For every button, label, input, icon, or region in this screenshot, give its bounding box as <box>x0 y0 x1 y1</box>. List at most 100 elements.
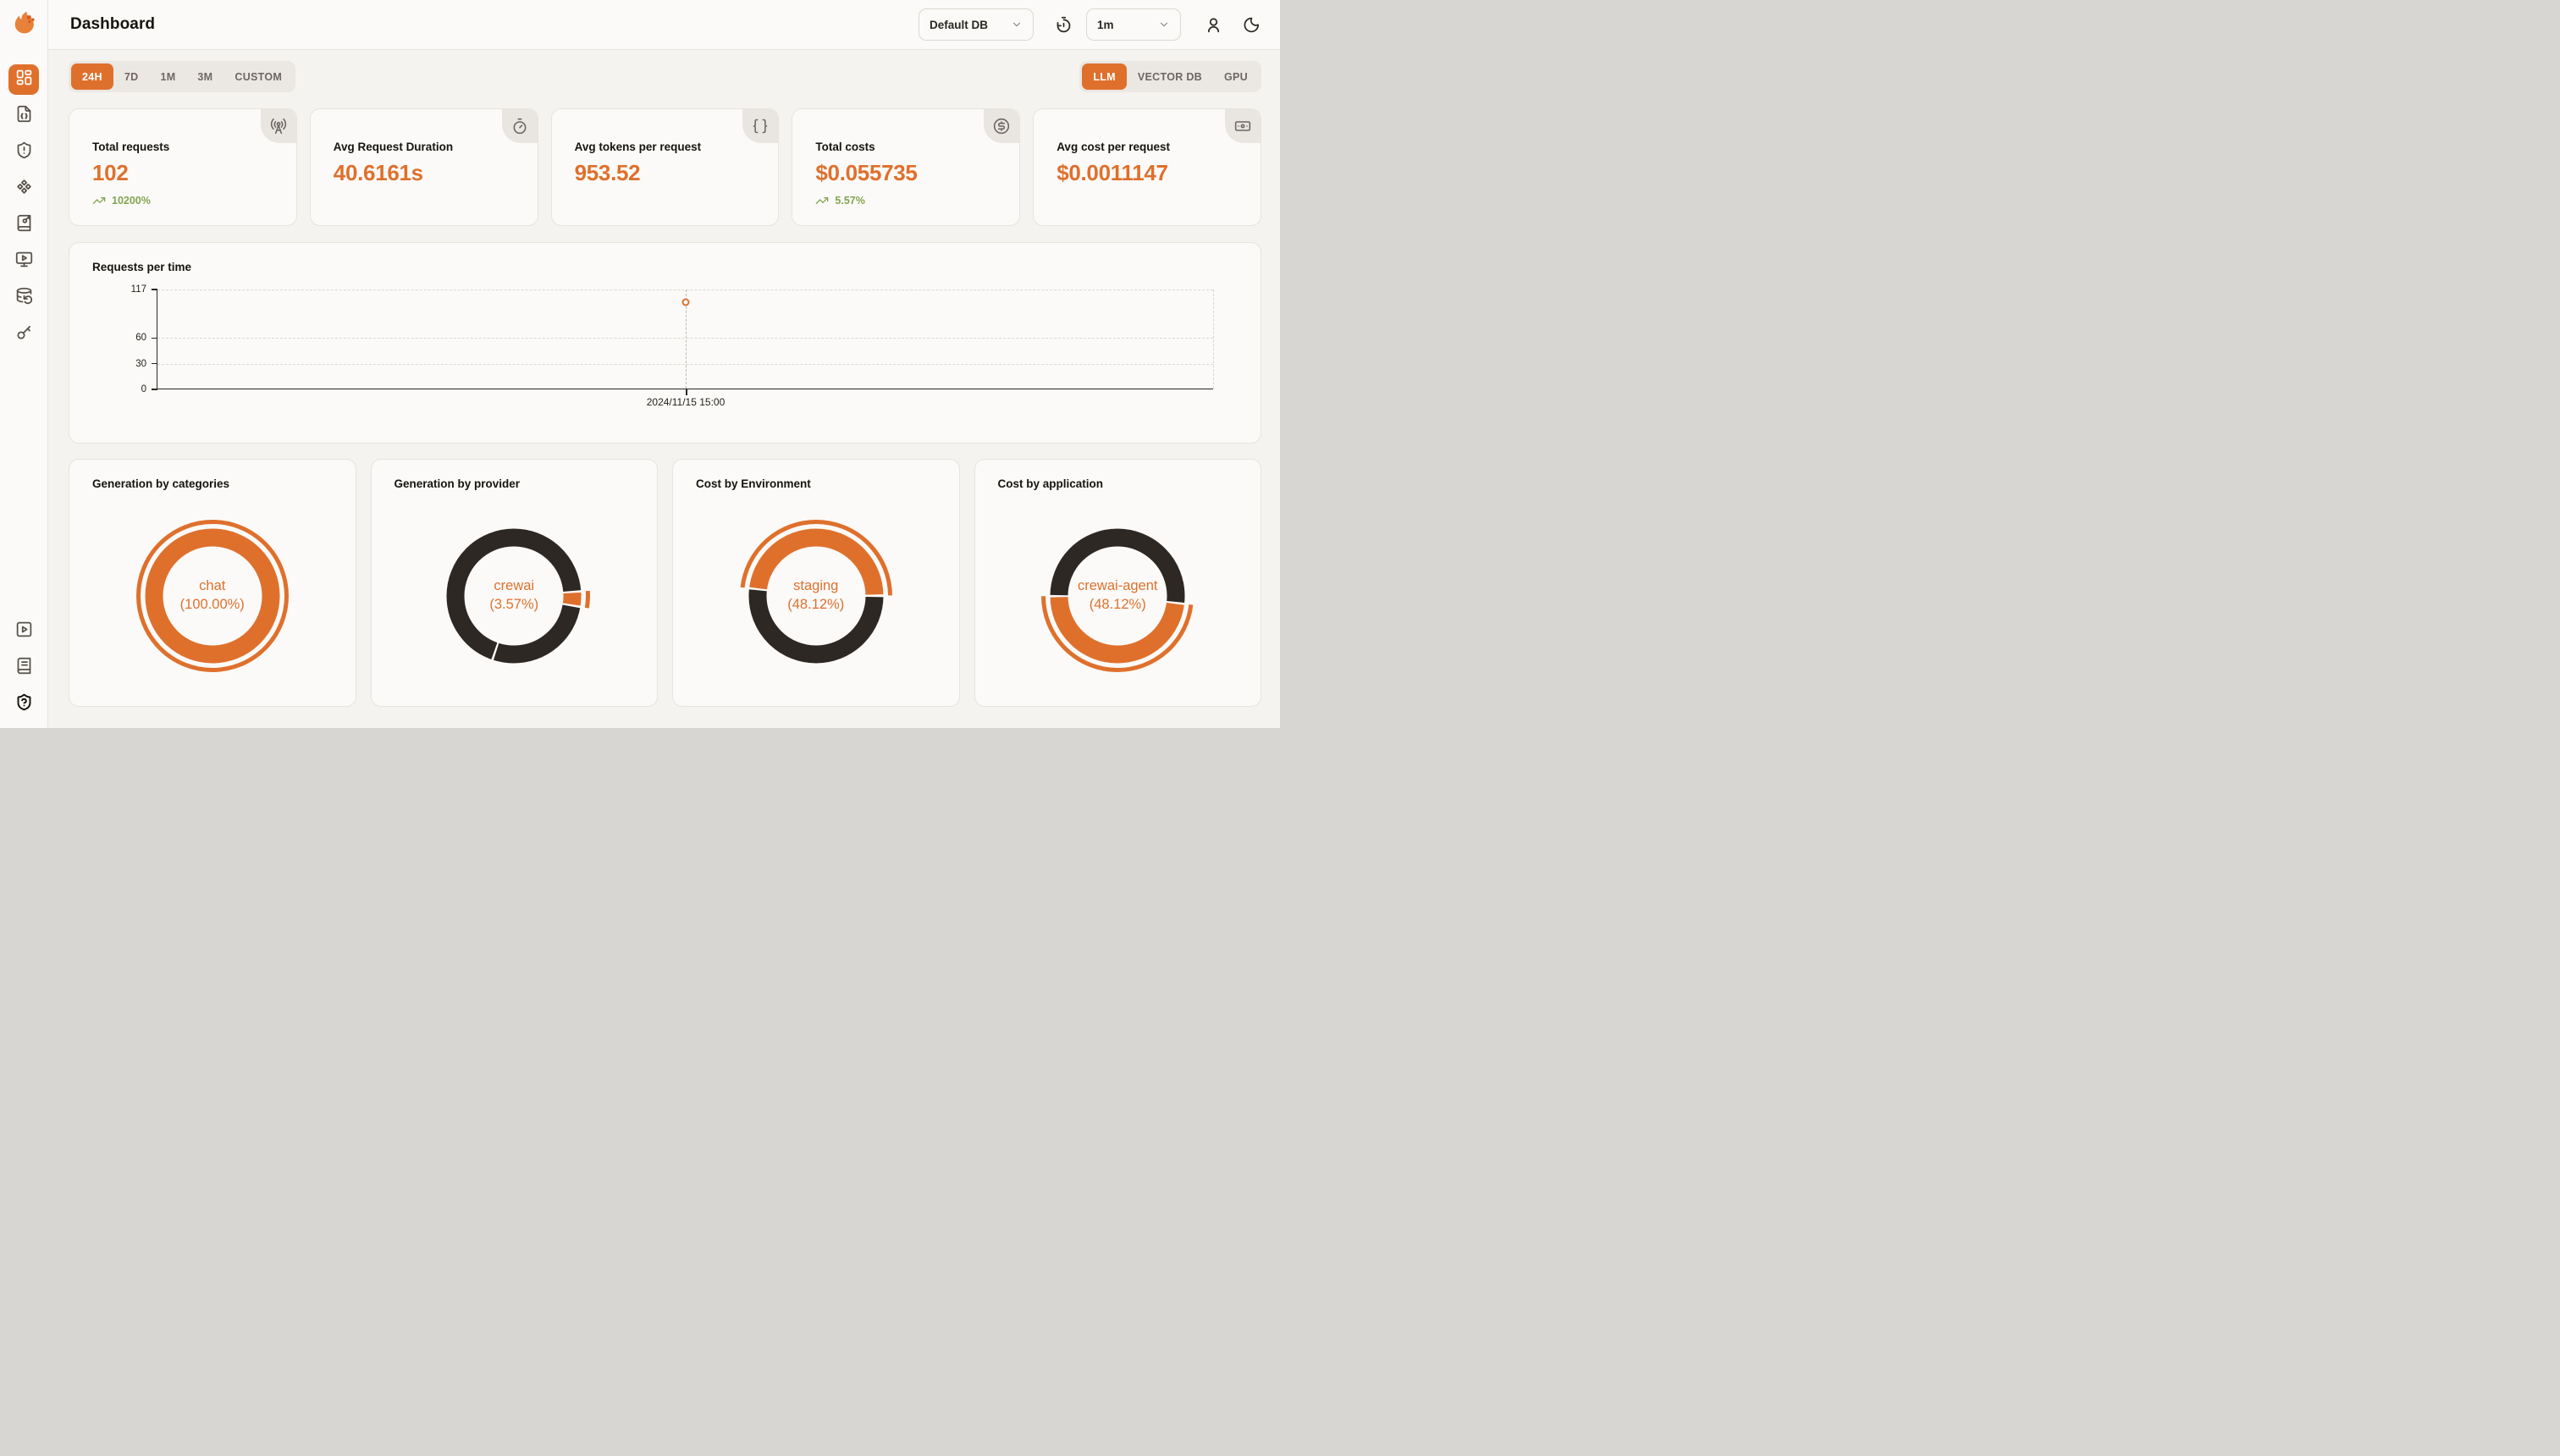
tab-7d[interactable]: 7D <box>113 63 150 90</box>
file-code-icon <box>15 105 33 127</box>
timer-reset-icon <box>1055 16 1073 34</box>
database-select[interactable]: Default DB <box>919 8 1034 41</box>
donut-cards-row: Generation by categories chat (100.00%) … <box>69 459 1261 707</box>
sidebar-item-component[interactable] <box>8 174 39 204</box>
time-range-tabs: 24H 7D 1M 3M CUSTOM <box>69 61 296 92</box>
sidebar-item-layout-dashboard[interactable] <box>8 64 39 95</box>
requests-line-chart: 0 30 60 117 2024/11/15 15:00 <box>131 284 1214 408</box>
stat-card-corner-badge <box>742 109 779 143</box>
trending-up-icon <box>92 194 106 207</box>
donut-chart-chat[interactable] <box>135 520 289 672</box>
chevron-down-icon <box>1158 19 1170 30</box>
book-text-icon <box>15 657 33 679</box>
stat-card-avg-cost-per-request: Avg cost per request $0.0011147 <box>1033 108 1261 226</box>
sidebar-item-file-code[interactable] <box>8 101 39 131</box>
shield-question-icon <box>15 693 33 715</box>
chevron-down-icon <box>1011 19 1023 30</box>
stat-title: Avg Request Duration <box>333 141 454 153</box>
monitor-play-icon <box>15 251 33 273</box>
x-axis-label: 2024/11/15 15:00 <box>646 396 726 408</box>
donut-card-generation-by-provider: Generation by provider crewai (3.57%) <box>370 459 658 707</box>
sidebar-bottom-nav <box>0 617 47 719</box>
y-axis-label: 117 <box>130 284 146 295</box>
sidebar-nav <box>0 64 47 350</box>
timer-reset-button[interactable] <box>1053 14 1073 35</box>
braces-icon <box>752 118 769 135</box>
stat-trend: 5.57% <box>835 195 865 207</box>
component-icon <box>15 178 33 200</box>
square-play-icon <box>15 620 33 643</box>
stat-card-total-requests: Total requests 102 10200% <box>69 108 297 226</box>
stat-card-avg-tokens-per-request: Avg tokens per request 953.52 <box>550 108 780 226</box>
stat-card-corner-badge <box>501 109 538 143</box>
tab-custom[interactable]: CUSTOM <box>223 63 293 90</box>
sidebar-item-monitor-play[interactable] <box>8 246 39 277</box>
gridline-y-60 <box>157 338 1213 339</box>
user-button[interactable] <box>1203 14 1223 35</box>
database-backup-icon <box>15 287 33 309</box>
donut-title: Cost by Environment <box>696 477 811 490</box>
sidebar-item-book-text[interactable] <box>9 654 38 682</box>
chart-title: Requests per time <box>92 261 192 273</box>
data-point-requests[interactable] <box>681 298 690 306</box>
sidebar-item-shield-question[interactable] <box>9 690 38 719</box>
app-logo-flame-icon[interactable] <box>11 9 38 38</box>
stat-card-avg-request-duration: Avg Request Duration 40.6161s <box>309 108 538 226</box>
y-axis-tick <box>152 389 157 390</box>
donut-title: Generation by categories <box>92 477 230 490</box>
y-axis-tick <box>152 337 157 339</box>
x-axis-tick <box>686 389 687 395</box>
scope-tabs: LLM VECTOR DB GPU <box>1079 61 1261 92</box>
stat-value: 102 <box>92 160 129 185</box>
donut-chart-staging[interactable] <box>739 520 892 672</box>
refresh-interval-value: 1m <box>1097 18 1114 31</box>
gridline-y-30 <box>157 363 1213 365</box>
book-key-icon <box>15 214 33 236</box>
sidebar-item-shield-alert[interactable] <box>8 137 39 168</box>
header-controls: Default DB 1m <box>919 8 1261 41</box>
y-axis-tick <box>152 362 157 365</box>
sidebar <box>0 0 48 728</box>
crosshair-line <box>686 290 687 389</box>
stat-title: Total requests <box>92 141 170 153</box>
donut-chart-crewai-agent[interactable] <box>1041 520 1194 672</box>
radio-tower-icon <box>270 118 287 135</box>
donut-card-cost-by-application: Cost by application crewai-agent (48.12%… <box>974 459 1261 707</box>
tab-3m[interactable]: 3M <box>186 63 223 90</box>
donut-card-generation-by-categories: Generation by categories chat (100.00%) <box>69 459 356 707</box>
header: Dashboard Default DB 1m <box>48 0 1280 50</box>
trending-up-icon <box>815 194 829 207</box>
donut-card-cost-by-environment: Cost by Environment staging (48.12%) <box>672 459 960 707</box>
tab-gpu[interactable]: GPU <box>1213 63 1259 90</box>
refresh-interval-select[interactable]: 1m <box>1086 8 1181 41</box>
y-axis-tick <box>152 289 157 290</box>
sidebar-item-square-play[interactable] <box>9 617 38 646</box>
stat-value: 40.6161s <box>333 160 423 185</box>
main-content: 24H 7D 1M 3M CUSTOM LLM VECTOR DB GPU Total re… <box>48 50 1280 728</box>
dark-mode-toggle[interactable] <box>1241 14 1261 35</box>
y-axis-label: 60 <box>135 333 146 344</box>
tab-24h[interactable]: 24H <box>71 63 113 90</box>
layout-dashboard-icon <box>15 69 33 91</box>
donut-title: Generation by provider <box>394 477 521 490</box>
stat-title: Avg cost per request <box>1057 141 1170 153</box>
donut-title: Cost by application <box>997 477 1104 490</box>
moon-icon <box>1243 16 1261 34</box>
stat-value: $0.0011147 <box>1057 160 1168 185</box>
stat-value: $0.055735 <box>815 160 918 185</box>
tab-llm[interactable]: LLM <box>1082 63 1127 90</box>
plot-right-border <box>1213 290 1214 389</box>
shield-alert-icon <box>15 141 33 163</box>
sidebar-item-key-round[interactable] <box>8 319 39 350</box>
filters-row: 24H 7D 1M 3M CUSTOM LLM VECTOR DB GPU <box>69 61 1261 92</box>
sidebar-item-book-key[interactable] <box>8 210 39 240</box>
stat-card-corner-badge <box>984 109 1020 143</box>
database-select-value: Default DB <box>930 18 989 31</box>
sidebar-item-database-backup[interactable] <box>8 283 39 313</box>
tab-1m[interactable]: 1M <box>149 63 186 90</box>
page-title: Dashboard <box>70 15 156 33</box>
donut-chart-crewai[interactable] <box>438 520 591 672</box>
banknote-icon <box>1234 118 1251 135</box>
dashboard-app: Dashboard Default DB 1m 24H 7D 1M 3M CUST <box>0 0 1280 728</box>
tab-vector-db[interactable]: VECTOR DB <box>1127 63 1213 90</box>
